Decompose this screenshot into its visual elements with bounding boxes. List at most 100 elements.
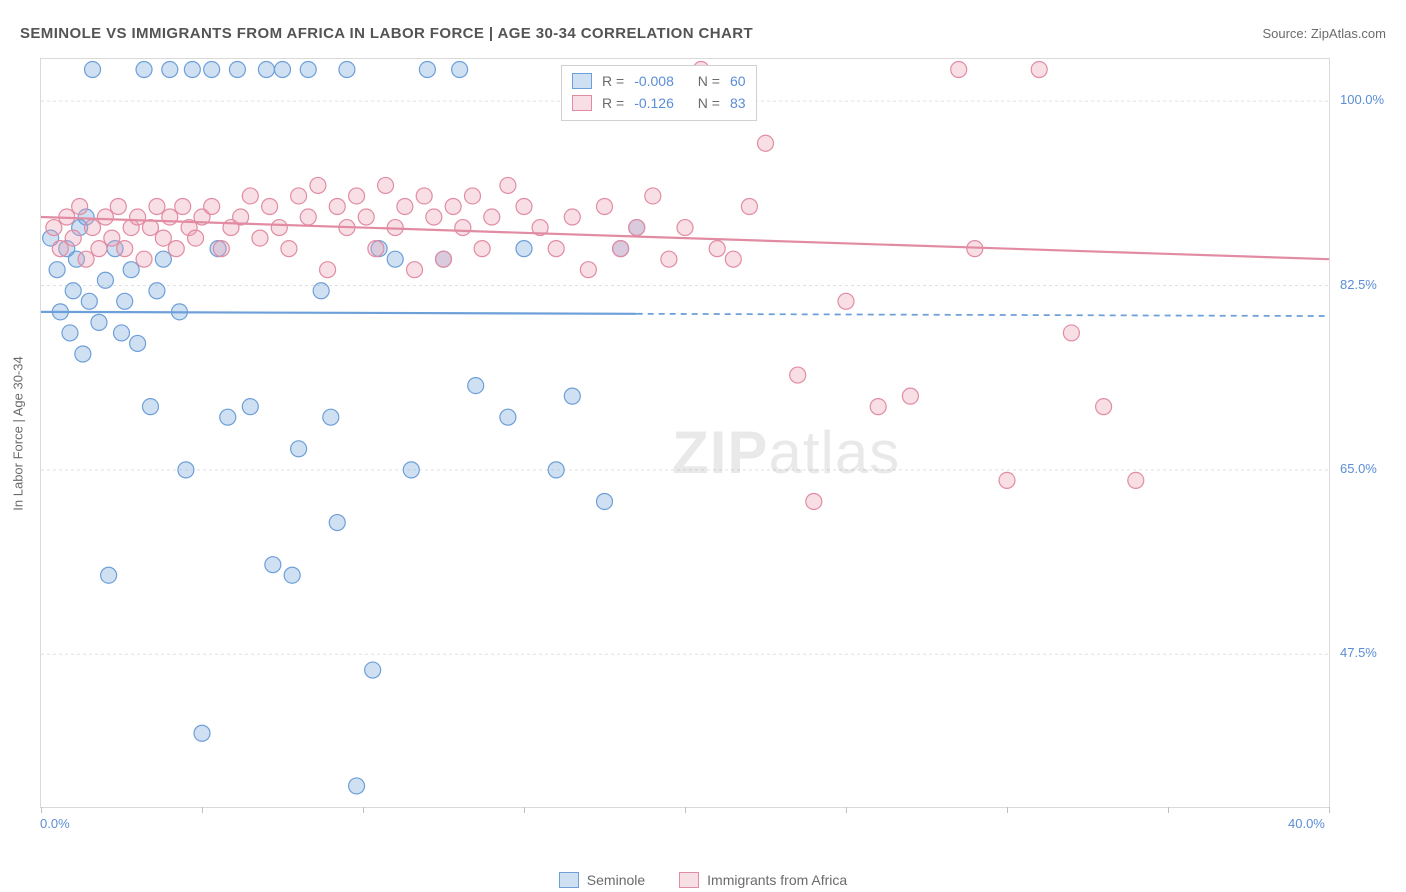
africa-point — [65, 230, 81, 246]
legend-item-seminole: Seminole — [559, 872, 645, 888]
africa-point — [242, 188, 258, 204]
seminole-point — [452, 62, 468, 78]
africa-point — [213, 241, 229, 257]
seminole-point — [548, 462, 564, 478]
n-label: N = — [698, 95, 720, 111]
seminole-point — [258, 62, 274, 78]
seminole-point — [329, 515, 345, 531]
africa-point — [613, 241, 629, 257]
africa-point — [72, 198, 88, 214]
africa-point — [46, 220, 62, 236]
africa-point — [142, 220, 158, 236]
africa-point — [310, 177, 326, 193]
africa-point — [464, 188, 480, 204]
africa-point — [149, 198, 165, 214]
seminole-point — [49, 262, 65, 278]
swatch-africa-2 — [679, 872, 699, 888]
seminole-point — [229, 62, 245, 78]
seminole-point — [265, 557, 281, 573]
africa-point — [790, 367, 806, 383]
seminole-point — [85, 62, 101, 78]
header: SEMINOLE VS IMMIGRANTS FROM AFRICA IN LA… — [20, 18, 1386, 48]
y-axis-label: In Labor Force | Age 30-34 — [11, 356, 26, 510]
africa-point — [902, 388, 918, 404]
legend-item-africa: Immigrants from Africa — [679, 872, 847, 888]
seminole-point — [194, 725, 210, 741]
africa-point — [564, 209, 580, 225]
africa-point — [91, 241, 107, 257]
seminole-point — [65, 283, 81, 299]
africa-point — [629, 220, 645, 236]
africa-point — [870, 399, 886, 415]
seminole-point — [403, 462, 419, 478]
swatch-africa — [572, 95, 592, 111]
y-tick-label: 65.0% — [1340, 461, 1377, 476]
y-axis-label-container: In Labor Force | Age 30-34 — [8, 58, 28, 808]
africa-point — [709, 241, 725, 257]
seminole-point — [291, 441, 307, 457]
seminole-point — [275, 62, 291, 78]
r-value-africa: -0.126 — [634, 95, 674, 111]
seminole-point — [242, 399, 258, 415]
africa-point — [416, 188, 432, 204]
africa-point — [645, 188, 661, 204]
seminole-point — [97, 272, 113, 288]
africa-point — [281, 241, 297, 257]
legend-label-africa: Immigrants from Africa — [707, 872, 847, 888]
source-name: ZipAtlas.com — [1311, 26, 1386, 41]
y-tick-label: 100.0% — [1340, 92, 1384, 107]
n-value-seminole: 60 — [730, 73, 746, 89]
africa-point — [252, 230, 268, 246]
seminole-point — [136, 62, 152, 78]
africa-point — [597, 198, 613, 214]
n-label: N = — [698, 73, 720, 89]
africa-point — [262, 198, 278, 214]
africa-point — [445, 198, 461, 214]
africa-point — [162, 209, 178, 225]
africa-point — [368, 241, 384, 257]
seminole-point — [117, 293, 133, 309]
africa-point — [397, 198, 413, 214]
bottom-legend: Seminole Immigrants from Africa — [0, 872, 1406, 888]
seminole-point — [184, 62, 200, 78]
seminole-point — [204, 62, 220, 78]
africa-point — [155, 230, 171, 246]
seminole-point — [387, 251, 403, 267]
africa-point — [78, 251, 94, 267]
seminole-point — [597, 493, 613, 509]
africa-point — [677, 220, 693, 236]
africa-point — [136, 251, 152, 267]
seminole-point — [75, 346, 91, 362]
africa-point — [104, 230, 120, 246]
seminole-point — [349, 778, 365, 794]
seminole-point — [123, 262, 139, 278]
africa-point — [758, 135, 774, 151]
africa-point — [741, 198, 757, 214]
africa-point — [97, 209, 113, 225]
africa-point — [1096, 399, 1112, 415]
africa-point — [951, 62, 967, 78]
africa-point — [484, 209, 500, 225]
y-tick-label: 82.5% — [1340, 277, 1377, 292]
seminole-point — [178, 462, 194, 478]
stats-row-africa: R = -0.126 N = 83 — [572, 92, 746, 114]
swatch-seminole-2 — [559, 872, 579, 888]
r-label: R = — [602, 95, 624, 111]
africa-point — [271, 220, 287, 236]
seminole-point — [468, 378, 484, 394]
africa-point — [320, 262, 336, 278]
africa-point — [580, 262, 596, 278]
r-value-seminole: -0.008 — [634, 73, 674, 89]
seminole-point — [91, 314, 107, 330]
n-value-africa: 83 — [730, 95, 746, 111]
seminole-point — [500, 409, 516, 425]
africa-point — [130, 209, 146, 225]
africa-point — [500, 177, 516, 193]
stats-row-seminole: R = -0.008 N = 60 — [572, 70, 746, 92]
africa-point — [548, 241, 564, 257]
africa-point — [175, 198, 191, 214]
seminole-point — [220, 409, 236, 425]
seminole-point — [142, 399, 158, 415]
seminole-point — [62, 325, 78, 341]
seminole-point — [81, 293, 97, 309]
